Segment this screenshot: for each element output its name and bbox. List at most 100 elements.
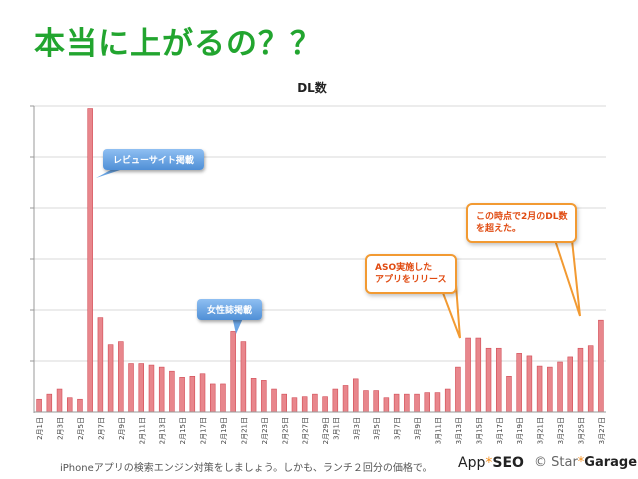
chart-title: DL数 [297, 80, 328, 95]
bar-3月26日 [587, 345, 594, 413]
x-tick-label: 2月7日 [97, 417, 105, 440]
bar-3月5日 [373, 390, 379, 413]
x-tick-label: 2月9日 [118, 417, 126, 440]
bar-2月17日 [199, 373, 206, 413]
bar-3月17日 [495, 347, 502, 413]
x-tick-label: 2月21日 [240, 417, 248, 444]
bar-2月18日 [209, 383, 216, 413]
copyright-garage: Garage [584, 455, 638, 470]
bar-2月12日 [148, 364, 155, 413]
bar-2月16日 [189, 375, 196, 413]
bar-3月22日 [547, 366, 553, 413]
x-tick-label: 3月1日 [332, 417, 340, 440]
footer-text: iPhoneアプリの検索エンジン対策をしましょう。しかも、ランチ２回分の価格で。 [60, 463, 433, 474]
bar-3月27日 [598, 319, 604, 413]
x-tick-label: 3月25日 [577, 417, 585, 444]
bar-2月1日 [36, 398, 42, 413]
bar-2月11日 [138, 363, 145, 413]
x-tick-label: 3月23日 [557, 417, 565, 444]
copyright-prefix: © Star [534, 455, 578, 470]
magazine-callout-pointer [232, 316, 244, 334]
aso-callout-line2: アプリをリリース [375, 275, 447, 285]
bar-2月23日 [261, 380, 267, 413]
bar-3月11日 [434, 392, 441, 413]
chart-bars [36, 108, 604, 413]
bar-2月29日 [322, 396, 328, 413]
x-tick-label: 2月27日 [302, 417, 310, 444]
bar-3月8日 [404, 393, 410, 413]
bar-3月19日 [516, 353, 522, 413]
x-tick-label: 2月25日 [281, 417, 289, 444]
exceed-callout-line2: を超えた。 [476, 224, 522, 234]
bar-3月24日 [567, 356, 574, 413]
x-tick-label: 3月21日 [537, 417, 545, 444]
stargarage-copyright: © Star*Garage [534, 455, 637, 470]
x-tick-label: 2月1日 [36, 417, 44, 440]
bar-2月27日 [301, 396, 308, 413]
bar-2月9日 [118, 341, 124, 413]
chart-x-ticks: 2月1日 2月3日 2月5日 2月7日 2月9日 2月11日 2月13日 2月15日 2月17日… [36, 417, 606, 444]
copyright-star: * [577, 455, 585, 470]
bar-2月4日 [66, 397, 73, 413]
bar-3月1日 [332, 388, 339, 413]
bar-2月10日 [128, 363, 134, 413]
x-tick-label: 3月15日 [475, 417, 483, 444]
bar-2月28日 [312, 393, 318, 413]
bar-3月12日 [444, 388, 451, 413]
aso-callout-line1: ASO実施した [375, 263, 433, 273]
bar-3月6日 [383, 397, 390, 413]
x-tick-label: 2月17日 [200, 417, 208, 444]
exceed-callout-line1: この時点で2月のDL数 [476, 212, 568, 222]
x-tick-label: 2月15日 [179, 417, 187, 444]
bar-3月14日 [465, 337, 471, 413]
appseo-logo-star: * [485, 455, 493, 471]
x-tick-label: 2月19日 [220, 417, 228, 444]
x-tick-label: 3月17日 [496, 417, 504, 444]
x-tick-label: 3月11日 [434, 417, 442, 444]
bar-2月13日 [158, 366, 165, 413]
appseo-logo: App*SEO [458, 455, 524, 471]
x-tick-label: 2月29日 [322, 417, 330, 444]
bar-2月8日 [107, 344, 114, 413]
bar-3月2日 [342, 385, 349, 413]
bar-2月2日 [46, 393, 53, 413]
x-tick-label: 3月5日 [373, 417, 381, 440]
x-tick-label: 3月9日 [414, 417, 422, 440]
x-tick-label: 3月3日 [353, 417, 361, 440]
bar-3月10日 [424, 392, 431, 413]
x-tick-label: 3月27日 [598, 417, 606, 444]
bar-2月24日 [271, 388, 277, 413]
x-tick-label: 2月3日 [57, 417, 65, 440]
bar-2月19日 [220, 383, 226, 413]
exceed-feb-callout: この時点で2月のDL数 を超えた。 [466, 203, 578, 243]
x-tick-label: 3月7日 [394, 417, 402, 440]
bar-2月5日 [77, 398, 83, 413]
slide-title: 本当に上がるの？？ [34, 26, 322, 62]
bar-3月3日 [352, 378, 359, 413]
bar-2月14日 [169, 370, 175, 413]
bar-3月15日 [475, 337, 482, 413]
bar-3月7日 [393, 393, 400, 413]
bar-3月16日 [485, 347, 492, 413]
x-tick-label: 2月23日 [261, 417, 269, 444]
bar-3月20日 [526, 355, 533, 413]
bar-3月13日 [455, 366, 461, 413]
bar-2月25日 [281, 393, 288, 413]
x-tick-label: 3月13日 [455, 417, 463, 444]
bar-2月7日 [97, 317, 104, 413]
appseo-logo-prefix: App [458, 455, 486, 471]
bar-2月26日 [291, 397, 298, 413]
bar-3月25日 [577, 347, 584, 413]
bar-2月6日 [87, 108, 93, 413]
bar-2月21日 [240, 341, 247, 413]
bar-3月9日 [414, 393, 420, 413]
x-tick-label: 2月13日 [159, 417, 167, 444]
exceed-callout-pointer [553, 239, 581, 317]
aso-release-callout: ASO実施した アプリをリリース [365, 254, 457, 294]
bar-3月21日 [536, 365, 543, 413]
bar-2月20日 [230, 331, 236, 413]
bar-3月4日 [363, 390, 369, 413]
x-tick-label: 3月19日 [516, 417, 524, 444]
bar-2月15日 [179, 377, 185, 413]
